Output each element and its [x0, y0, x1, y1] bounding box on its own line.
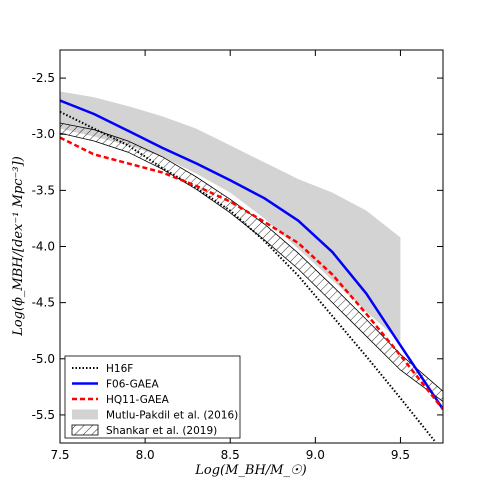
x-tick-label-2: 8.5 — [221, 448, 240, 462]
y-tick-label-4: -4.5 — [32, 296, 55, 310]
series-line-2 — [60, 136, 443, 411]
y-tick-label-1: -3.0 — [32, 127, 55, 141]
x-tick-label-3: 9.0 — [306, 448, 325, 462]
x-tick-label-1: 8.0 — [136, 448, 155, 462]
legend-swatch-4 — [71, 424, 99, 436]
band-layer — [60, 91, 443, 402]
y-tick-label-0: -2.5 — [32, 71, 55, 85]
y-tick-label-3: -4.0 — [32, 240, 55, 254]
legend-label-0: H16F — [106, 363, 133, 375]
y-tick-label-6: -5.5 — [32, 408, 55, 422]
line-layer — [60, 99, 443, 442]
legend-label-3: Mutlu-Pakdil et al. (2016) — [106, 410, 238, 422]
band-0 — [60, 91, 401, 342]
series-line-0 — [60, 110, 436, 442]
x-tick-label-4: 9.5 — [391, 448, 410, 462]
legend-box — [64, 355, 241, 439]
series-line-1 — [60, 99, 443, 410]
x-tick-label-0: 7.5 — [50, 448, 69, 462]
y-tick-label-2: -3.5 — [32, 183, 55, 197]
y-axis-label: Log(ϕ_MBH/[dex⁻¹ Mpc⁻³]) — [11, 156, 26, 337]
tick-layer: 7.5 8.0 8.5 9.0 9.5 -2.5 -3.0 -3.5 -4.0 -4.5 -5.0 -… — [32, 50, 443, 462]
legend-label-1: F06-GAEA — [106, 379, 160, 391]
legend: H16F F06-GAEA HQ11-GAEA Mutlu-Pakdil et al.… — [64, 355, 241, 439]
legend-label-4: Shankar et al. (2019) — [106, 425, 217, 437]
legend-label-2: HQ11-GAEA — [106, 394, 170, 406]
legend-swatch-3 — [72, 409, 98, 420]
band-1 — [60, 122, 443, 402]
y-tick-label-5: -5.0 — [32, 352, 55, 366]
x-axis-label: Log(M_BH/M_☉) — [194, 463, 306, 478]
